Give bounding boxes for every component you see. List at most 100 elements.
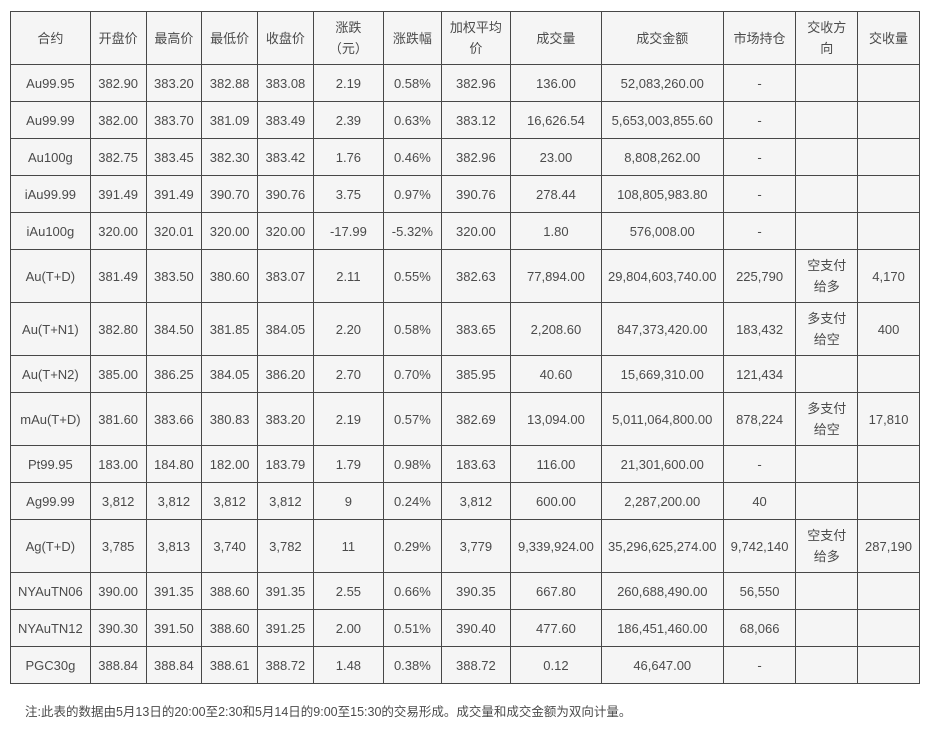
cell-open-interest: - [722, 646, 797, 684]
cell-open-interest: 56,550 [722, 572, 797, 610]
cell-turnover: 260,688,490.00 [600, 572, 724, 610]
cell-change-pct: 0.55% [383, 249, 442, 303]
column-header-open-interest: 市场持仓 [722, 11, 797, 65]
cell-low: 320.00 [201, 212, 259, 250]
cell-low: 380.83 [201, 392, 259, 446]
table-row: Ag99.99 3,812 3,812 3,812 3,812 9 0.24% 3,812 60… [10, 482, 920, 520]
table-body: Au99.95 382.90 383.20 382.88 383.08 2.19 0.58%… [10, 64, 920, 684]
cell-high: 383.50 [145, 249, 203, 303]
cell-vwap: 385.95 [440, 355, 512, 393]
cell-delivery-volume [857, 609, 920, 647]
cell-high: 184.80 [145, 445, 203, 483]
cell-delivery-direction [795, 482, 859, 520]
cell-volume: 13,094.00 [510, 392, 602, 446]
cell-change: 2.70 [312, 355, 385, 393]
cell-delivery-volume: 287,190 [857, 519, 920, 573]
column-header-open: 开盘价 [89, 11, 147, 65]
table-row: NYAuTN06 390.00 391.35 388.60 391.35 2.55 0.66… [10, 572, 920, 610]
column-header-delivery-volume: 交收量 [857, 11, 920, 65]
cell-vwap: 382.96 [440, 138, 512, 176]
column-header-close: 收盘价 [257, 11, 314, 65]
cell-open-interest: - [722, 64, 797, 102]
cell-volume: 136.00 [510, 64, 602, 102]
cell-high: 391.49 [145, 175, 203, 213]
cell-open-interest: 183,432 [722, 302, 797, 356]
table-row: Au(T+N2) 385.00 386.25 384.05 386.20 2.70 0.70… [10, 355, 920, 393]
cell-open: 381.60 [89, 392, 147, 446]
cell-turnover: 46,647.00 [600, 646, 724, 684]
table-row: Au(T+D) 381.49 383.50 380.60 383.07 2.11 0.55%… [10, 249, 920, 303]
cell-change-pct: 0.29% [383, 519, 442, 573]
cell-change-pct: 0.97% [383, 175, 442, 213]
table-row: NYAuTN12 390.30 391.50 388.60 391.25 2.00 0.51… [10, 609, 920, 647]
table-row: Ag(T+D) 3,785 3,813 3,740 3,782 11 0.29% 3,779 9… [10, 519, 920, 573]
cell-close: 383.49 [257, 101, 314, 139]
cell-low: 3,812 [201, 482, 259, 520]
column-header-delivery-direction: 交收方 向 [795, 11, 859, 65]
cell-high: 383.66 [145, 392, 203, 446]
cell-volume: 9,339,924.00 [510, 519, 602, 573]
cell-high: 384.50 [145, 302, 203, 356]
cell-contract: Au(T+D) [10, 249, 91, 303]
cell-turnover: 15,669,310.00 [600, 355, 724, 393]
cell-open: 382.75 [89, 138, 147, 176]
cell-open-interest: 68,066 [722, 609, 797, 647]
cell-delivery-volume [857, 138, 920, 176]
cell-low: 384.05 [201, 355, 259, 393]
cell-turnover: 576,008.00 [600, 212, 724, 250]
column-header-change-pct: 涨跌幅 [383, 11, 442, 65]
cell-open-interest: 9,742,140 [722, 519, 797, 573]
cell-open: 385.00 [89, 355, 147, 393]
cell-low: 380.60 [201, 249, 259, 303]
table-row: Au(T+N1) 382.80 384.50 381.85 384.05 2.20 0.58… [10, 302, 920, 356]
cell-vwap: 382.63 [440, 249, 512, 303]
cell-turnover: 5,653,003,855.60 [600, 101, 724, 139]
cell-open: 381.49 [89, 249, 147, 303]
cell-volume: 77,894.00 [510, 249, 602, 303]
cell-volume: 600.00 [510, 482, 602, 520]
cell-volume: 667.80 [510, 572, 602, 610]
cell-delivery-direction [795, 355, 859, 393]
cell-low: 381.09 [201, 101, 259, 139]
cell-low: 3,740 [201, 519, 259, 573]
cell-change: 3.75 [312, 175, 385, 213]
cell-change: 2.11 [312, 249, 385, 303]
cell-change: 2.20 [312, 302, 385, 356]
footnote: 注:此表的数据由5月13日的20:00至2:30和5月14日的9:00至15:3… [25, 705, 632, 719]
cell-delivery-volume [857, 482, 920, 520]
cell-turnover: 52,083,260.00 [600, 64, 724, 102]
table-row: iAu99.99 391.49 391.49 390.70 390.76 3.75 0.97… [10, 175, 920, 213]
cell-delivery-direction: 空支付 给多 [795, 249, 859, 303]
cell-close: 3,812 [257, 482, 314, 520]
cell-close: 183.79 [257, 445, 314, 483]
cell-vwap: 390.40 [440, 609, 512, 647]
cell-change-pct: 0.63% [383, 101, 442, 139]
cell-low: 388.60 [201, 572, 259, 610]
cell-delivery-direction [795, 175, 859, 213]
cell-contract: Ag99.99 [10, 482, 91, 520]
cell-close: 391.35 [257, 572, 314, 610]
cell-open-interest: 878,224 [722, 392, 797, 446]
cell-change-pct: 0.70% [383, 355, 442, 393]
cell-high: 386.25 [145, 355, 203, 393]
cell-contract: Pt99.95 [10, 445, 91, 483]
cell-high: 3,812 [145, 482, 203, 520]
cell-delivery-volume [857, 646, 920, 684]
cell-delivery-direction: 空支付 给多 [795, 519, 859, 573]
cell-close: 320.00 [257, 212, 314, 250]
cell-delivery-direction: 多支付 给空 [795, 302, 859, 356]
cell-contract: iAu100g [10, 212, 91, 250]
cell-high: 391.50 [145, 609, 203, 647]
cell-close: 383.07 [257, 249, 314, 303]
cell-contract: Au(T+N1) [10, 302, 91, 356]
cell-delivery-direction [795, 101, 859, 139]
cell-change-pct: 0.38% [383, 646, 442, 684]
cell-change-pct: 0.58% [383, 302, 442, 356]
cell-change: 2.00 [312, 609, 385, 647]
cell-open: 388.84 [89, 646, 147, 684]
cell-open-interest: - [722, 445, 797, 483]
column-header-vwap: 加权平均 价 [440, 11, 512, 65]
cell-delivery-direction [795, 572, 859, 610]
cell-volume: 477.60 [510, 609, 602, 647]
